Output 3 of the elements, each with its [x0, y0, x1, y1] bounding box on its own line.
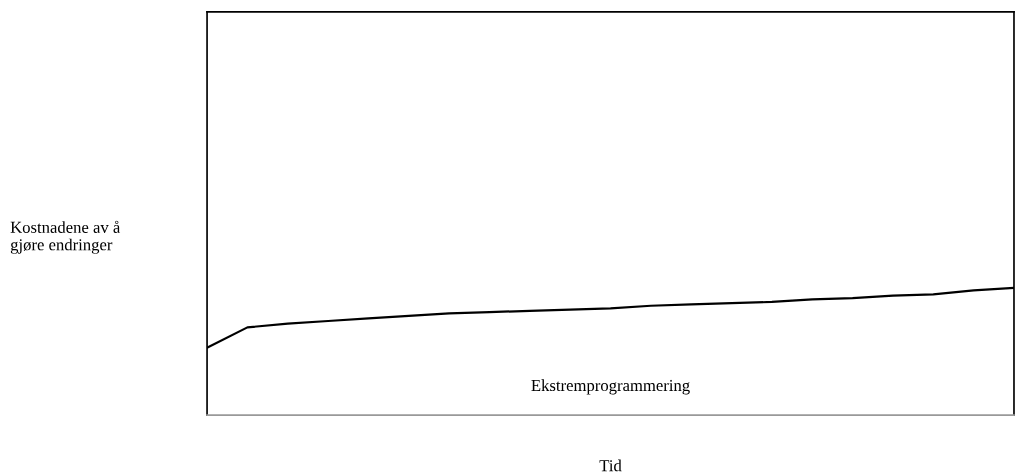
- annotation: Ekstremprogrammering: [531, 379, 690, 395]
- text: Kostnadene av å gjøre endringer: [10, 220, 121, 254]
- x-axis-title: Tid: [599, 459, 622, 472]
